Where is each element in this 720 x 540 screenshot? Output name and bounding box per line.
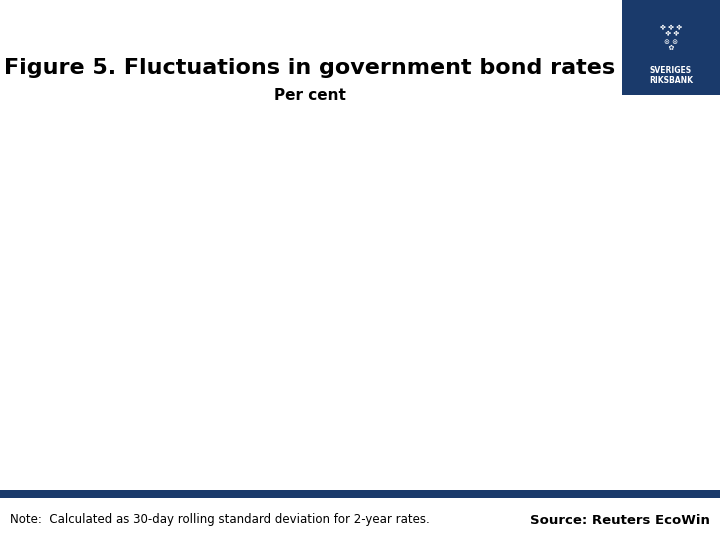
Text: ✤ ✤ ✤
 ✤ ✤
⊛ ⊛
  ✿: ✤ ✤ ✤ ✤ ✤ ⊛ ⊛ ✿ [660, 24, 682, 51]
Text: Source: Reuters EcoWin: Source: Reuters EcoWin [530, 514, 710, 526]
Text: Note:  Calculated as 30-day rolling standard deviation for 2-year rates.: Note: Calculated as 30-day rolling stand… [10, 514, 430, 526]
Text: Figure 5. Fluctuations in government bond rates: Figure 5. Fluctuations in government bon… [4, 58, 616, 78]
Bar [0, 490, 720, 498]
Bar [622, 0, 720, 95]
Text: SVERIGES
RIKSBANK: SVERIGES RIKSBANK [649, 65, 693, 85]
Text: Per cent: Per cent [274, 87, 346, 103]
